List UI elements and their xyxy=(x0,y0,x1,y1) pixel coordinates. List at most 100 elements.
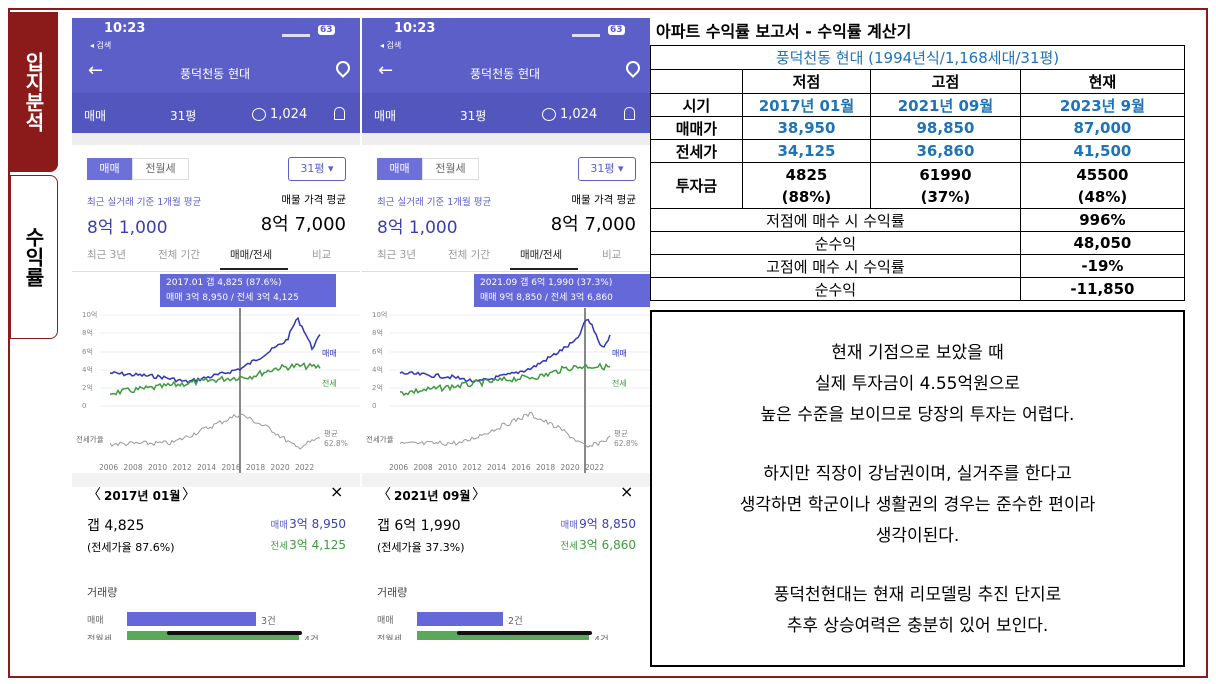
table-cell: 순수익 xyxy=(650,231,1021,255)
paragraph: 풍덕천현대는 현재 리모델링 추진 단지로 추후 상승여력은 충분히 있어 보인다… xyxy=(652,580,1183,642)
table-cell: 45500 (48%) xyxy=(1019,162,1186,209)
note-line: 생각하면 학군이나 생활권의 경우는 준수한 편이라 xyxy=(739,495,1096,515)
close-icon: × xyxy=(330,482,344,501)
bell-icon xyxy=(334,107,345,120)
table-cell: 87,000 xyxy=(1019,116,1186,140)
table-row: 순수익 -11,850 xyxy=(650,277,1186,301)
cell-line: (37%) xyxy=(920,187,971,206)
avg-label: 최근 실거래 기준 1개월 평균 xyxy=(87,197,202,208)
table-row: 전세가 34,125 36,860 41,500 xyxy=(650,139,1186,163)
note-line: 생각이된다. xyxy=(875,526,960,546)
avg-ratio: 평균 xyxy=(324,428,338,438)
status-time: 10:23 xyxy=(104,21,146,36)
table-cell: 2021년 09월 xyxy=(870,93,1021,117)
table-cell: -11,850 xyxy=(1019,277,1186,301)
table-cell: 2023년 9월 xyxy=(1019,93,1186,117)
y-tick-label: 6억 xyxy=(82,348,93,356)
table-cell: 전세가 xyxy=(650,139,743,163)
next-arrow: 〉 xyxy=(472,487,486,503)
table-cell: 고점에 매수 시 수익률 xyxy=(650,254,1021,278)
detail-gap: 갭 4,825 xyxy=(87,518,145,534)
x-tick-label: 2022 xyxy=(585,463,604,472)
jeonse-label: 전세 xyxy=(560,541,578,552)
table-cell: 4825 (88%) xyxy=(741,162,872,209)
tab-active[interactable]: 입지분석 xyxy=(10,12,58,172)
table-cell: 41,500 xyxy=(1019,139,1186,163)
table-row: 저점 고점 현재 xyxy=(650,69,1186,94)
home-indicator xyxy=(167,631,302,635)
period-tab: 전체 기간 xyxy=(448,249,490,261)
period-underline xyxy=(220,268,288,270)
tooltip-line: 2017.01 갭 4,825 (87.6%) xyxy=(166,278,282,288)
table-cell: 투자금 xyxy=(650,162,743,209)
period-underline xyxy=(510,268,578,270)
gap xyxy=(72,473,360,487)
ratio-line xyxy=(399,411,611,448)
series-label: 매매 xyxy=(322,349,337,358)
tooltip: 2021.09 갭 6억 1,990 (37.3%) 매매 9억 8,850 / … xyxy=(474,274,650,307)
table-cell: 98,850 xyxy=(870,116,1021,140)
series-label: 매매 xyxy=(612,349,627,358)
x-tick-label: 2022 xyxy=(295,463,314,472)
x-tick-label: 2018 xyxy=(536,463,555,472)
y-tick-label: 4억 xyxy=(372,366,383,374)
y-tick-label: 4억 xyxy=(82,366,93,374)
note-line: 실제 투자금이 4.55억원으로 xyxy=(814,374,1021,394)
paragraph: 하지만 직장이 강남권이며, 실거주를 한다고 생각하면 학군이나 생활권의 경우… xyxy=(652,459,1183,552)
table-cell: 34,125 xyxy=(741,139,872,163)
tab-rent: 전월세 xyxy=(132,158,189,180)
detail-date: 2021년 09월 xyxy=(394,489,471,503)
toolbar-size: 31평 xyxy=(170,109,197,123)
cell-line: (48%) xyxy=(1077,187,1128,206)
period-tab: 최근 3년 xyxy=(87,249,126,261)
x-tick-label: 2008 xyxy=(414,463,433,472)
prev-arrow: 〈 xyxy=(87,487,101,503)
table-cell: 고점 xyxy=(870,69,1021,94)
y-tick-label: 2억 xyxy=(372,384,383,392)
x-tick-label: 2016 xyxy=(222,463,241,472)
period-tab: 비교 xyxy=(312,249,332,261)
tooltip-line: 매매 3억 8,950 / 전세 3억 4,125 xyxy=(166,293,299,303)
avg-price: 8억 1,000 xyxy=(87,218,168,238)
table-cell: 저점에 매수 시 수익률 xyxy=(650,208,1021,232)
volume-label: 전월세 xyxy=(377,635,402,640)
x-tick-label: 2016 xyxy=(512,463,531,472)
status-back: ◂ 검색 xyxy=(90,41,112,50)
note-box: 현재 기점으로 보았을 때 실제 투자금이 4.55억원으로 높은 수준을 보이므로… xyxy=(650,310,1185,667)
cell-line: 4825 xyxy=(785,165,828,184)
jeonse-line xyxy=(109,362,321,396)
y-tick-label: 8억 xyxy=(372,329,383,337)
y-tick-label: 10억 xyxy=(82,311,97,319)
note-line: 현재 기점으로 보았을 때 xyxy=(831,343,1004,363)
paragraph: 현재 기점으로 보았을 때 실제 투자금이 4.55억원으로 높은 수준을 보이므로… xyxy=(652,338,1183,431)
table-cell: 풍덕천동 현대 (1994년식/1,168세대/31평) xyxy=(650,45,1185,70)
listing-price: 8억 7,000 xyxy=(260,214,346,235)
x-tick-label: 2012 xyxy=(173,463,192,472)
toolbar-size: 31평 xyxy=(460,109,487,123)
x-tick-label: 2018 xyxy=(246,463,265,472)
table-row: 저점에 매수 시 수익률 996% xyxy=(650,208,1186,232)
table-row: 순수익 48,050 xyxy=(650,231,1186,255)
series-label: 전세 xyxy=(322,378,337,388)
tab[interactable]: 수익률 xyxy=(10,175,58,339)
tooltip: 2017.01 갭 4,825 (87.6%) 매매 3억 8,950 / 전세 … xyxy=(160,274,336,307)
gap xyxy=(362,133,650,145)
period-tab: 매매/전세 xyxy=(230,249,273,261)
detail-gap: 갭 6억 1,990 xyxy=(377,518,461,534)
bell-icon xyxy=(624,107,635,120)
cell-line: 45500 xyxy=(1076,165,1129,184)
detail-ratio: (전세가율 37.3%) xyxy=(377,541,465,554)
x-tick-label: 2012 xyxy=(463,463,482,472)
header-title: 풍덕천동 현대 xyxy=(470,67,541,81)
phone-screen: 10:23 ◂ 검색 63 ← 풍덕천동 현대 매매 31평 1,024 매매 전월세 31평 ▾ 최… xyxy=(72,18,360,640)
ratio-line xyxy=(109,413,321,450)
x-tick-label: 2014 xyxy=(487,463,506,472)
status-time: 10:23 xyxy=(394,21,436,36)
x-tick-label: 2020 xyxy=(561,463,580,472)
ratio-label: 전세가율 xyxy=(366,434,394,444)
toolbar-trade: 매매 xyxy=(84,109,107,123)
volume-label: 매매 xyxy=(377,616,394,626)
volume-bar xyxy=(127,631,299,640)
toolbar-comments: 1,024 xyxy=(560,107,598,122)
table-cell: 38,950 xyxy=(741,116,872,140)
